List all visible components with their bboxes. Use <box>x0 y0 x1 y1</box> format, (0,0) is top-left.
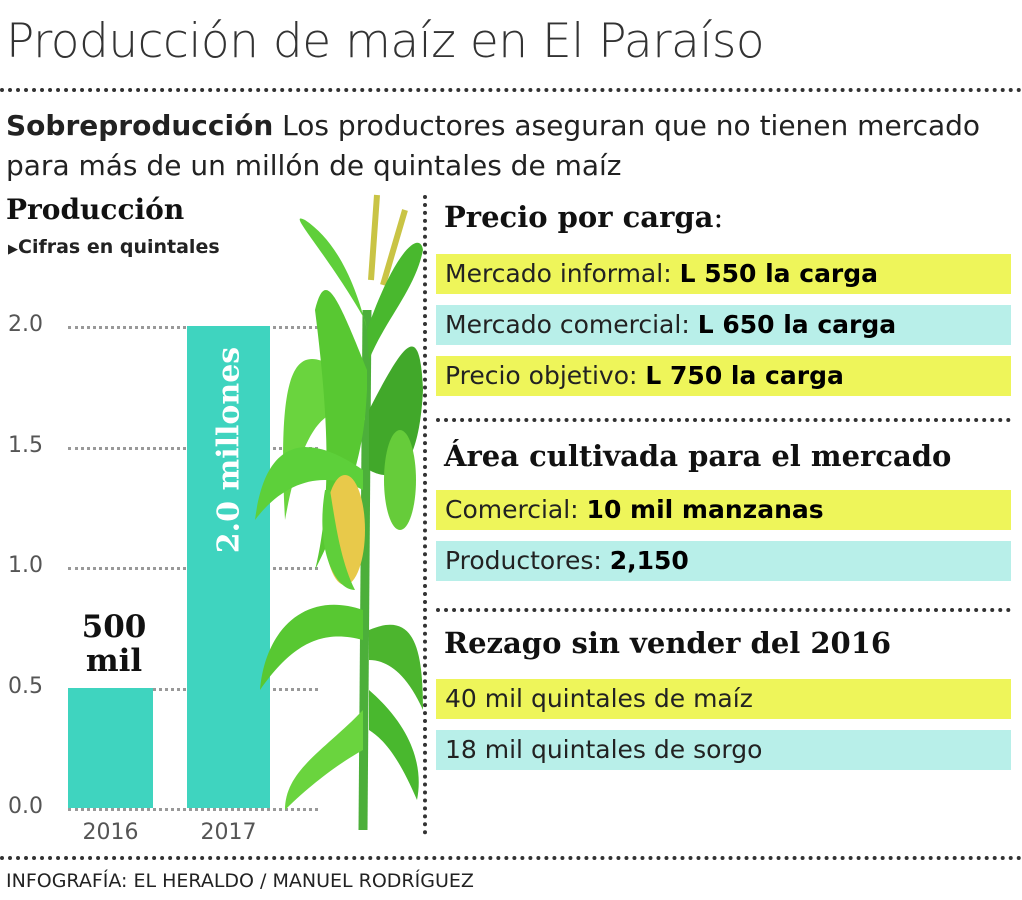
subtitle: Sobreproducción Los productores aseguran… <box>6 106 1016 186</box>
divider <box>436 608 1011 612</box>
data-label-text: 2.0 millones <box>211 346 247 554</box>
chart-subtitle: ▶Cifras en quintales <box>8 236 220 258</box>
subtitle-text: Los productores aseguran que no tienen m… <box>6 109 981 182</box>
data-label-2016: 500 mil <box>81 608 147 679</box>
divider <box>0 856 1022 860</box>
y-tick-label: 1.5 <box>8 432 43 458</box>
x-tick-label: 2016 <box>82 820 139 845</box>
heading-area: Área cultivada para el mercado <box>444 439 952 473</box>
infographic-title: Producción de maíz en El Paraíso <box>6 14 765 69</box>
x-tick-label: 2017 <box>200 820 257 845</box>
chart-title: Producción <box>6 193 185 226</box>
row-mercado-comercial: Mercado comercial: L 650 la carga <box>436 305 1011 345</box>
column-divider <box>423 195 427 835</box>
y-tick-label: 0.5 <box>8 673 43 699</box>
row-mercado-informal: Mercado informal: L 550 la carga <box>436 254 1011 294</box>
credit-footer: INFOGRAFÍA: EL HERALDO / MANUEL RODRÍGUE… <box>6 870 474 892</box>
y-tick-label: 1.0 <box>8 553 43 578</box>
gridline <box>68 808 318 811</box>
bar-2016 <box>68 687 153 808</box>
y-tick-label: 0.0 <box>8 794 43 819</box>
row-precio-objetivo: Precio objetivo: L 750 la carga <box>436 356 1011 396</box>
row-sorgo: 18 mil quintales de sorgo <box>436 730 1011 770</box>
bar-2017 <box>187 326 270 808</box>
row-comercial: Comercial: 10 mil manzanas <box>436 490 1011 530</box>
heading-rezago: Rezago sin vender del 2016 <box>444 626 892 660</box>
divider <box>0 88 1022 92</box>
row-maiz: 40 mil quintales de maíz <box>436 679 1011 719</box>
triangle-icon: ▶ <box>8 242 18 257</box>
row-productores: Productores: 2,150 <box>436 541 1011 581</box>
heading-precio: Precio por carga: <box>444 200 724 234</box>
divider <box>436 418 1011 422</box>
y-tick-label: 2.0 <box>8 312 43 337</box>
corn-plant-illustration <box>255 194 423 831</box>
subtitle-lead: Sobreproducción <box>6 109 274 142</box>
